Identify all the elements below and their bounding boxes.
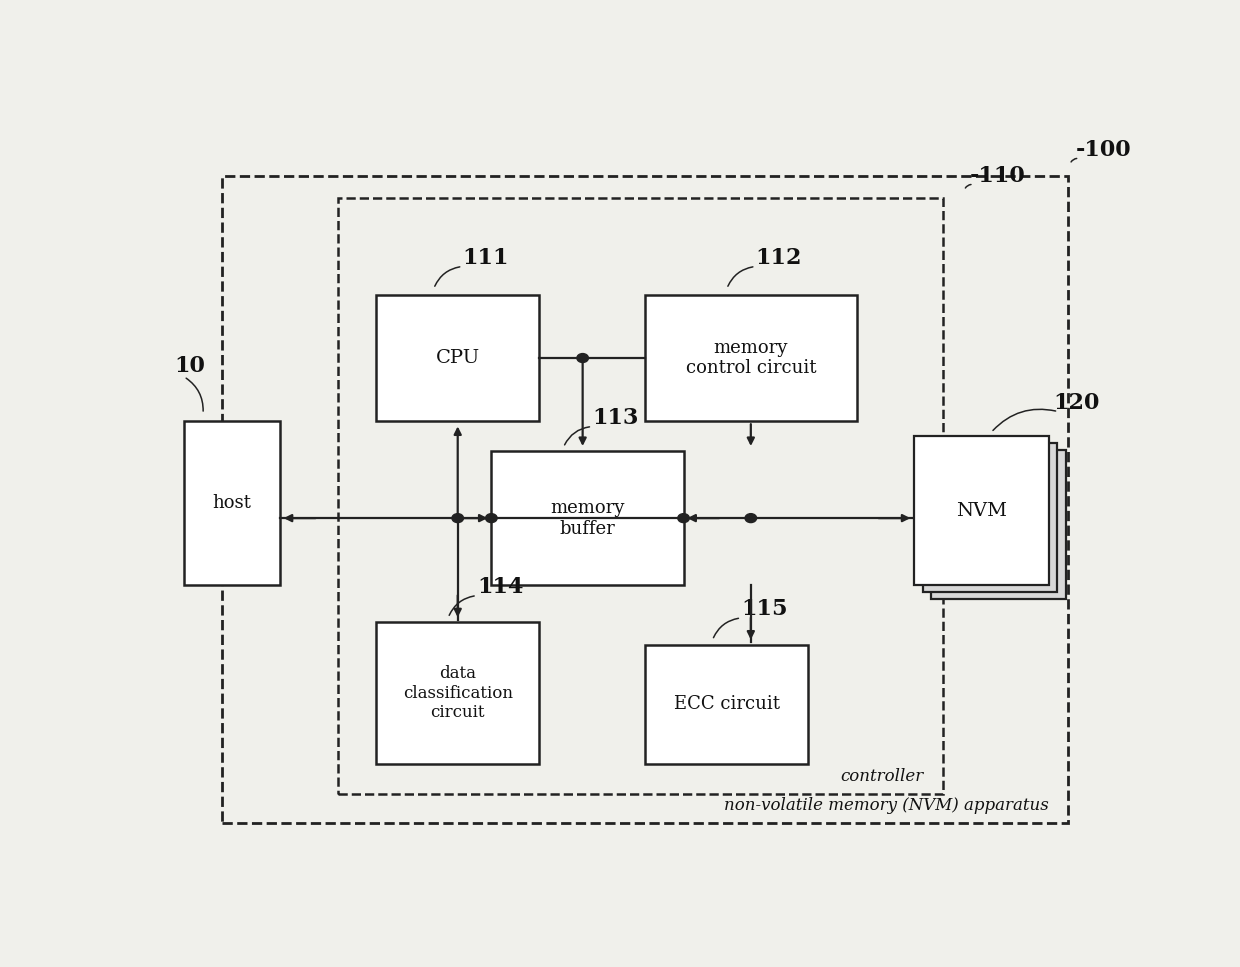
Circle shape <box>486 513 497 522</box>
Text: -100: -100 <box>1075 138 1131 161</box>
Circle shape <box>678 513 689 522</box>
Text: 113: 113 <box>593 407 639 428</box>
Bar <box>491 451 683 585</box>
Text: memory
control circuit: memory control circuit <box>686 338 816 377</box>
Text: 115: 115 <box>742 599 787 620</box>
Text: 111: 111 <box>463 247 508 269</box>
Bar <box>645 295 857 422</box>
Text: NVM: NVM <box>956 502 1007 519</box>
Circle shape <box>577 354 589 363</box>
Text: 114: 114 <box>477 575 523 598</box>
Text: controller: controller <box>841 768 924 784</box>
Text: CPU: CPU <box>435 349 480 367</box>
Text: host: host <box>212 494 252 513</box>
Bar <box>914 436 1049 585</box>
Bar <box>376 295 539 422</box>
Bar <box>931 450 1066 599</box>
Bar <box>222 176 1068 824</box>
Text: -110: -110 <box>970 164 1025 187</box>
Circle shape <box>451 513 464 522</box>
Bar <box>923 443 1058 592</box>
Text: ECC circuit: ECC circuit <box>673 695 780 714</box>
Text: data
classification
circuit: data classification circuit <box>403 665 512 721</box>
Text: non-volatile memory (NVM) apparatus: non-volatile memory (NVM) apparatus <box>724 798 1049 814</box>
Bar <box>184 422 280 585</box>
Bar <box>337 198 944 794</box>
Bar <box>645 645 808 764</box>
Text: memory
buffer: memory buffer <box>551 499 625 538</box>
Bar <box>376 623 539 764</box>
Text: 120: 120 <box>1054 392 1100 414</box>
Circle shape <box>745 513 756 522</box>
Text: 10: 10 <box>174 355 205 376</box>
Text: 112: 112 <box>755 247 802 269</box>
